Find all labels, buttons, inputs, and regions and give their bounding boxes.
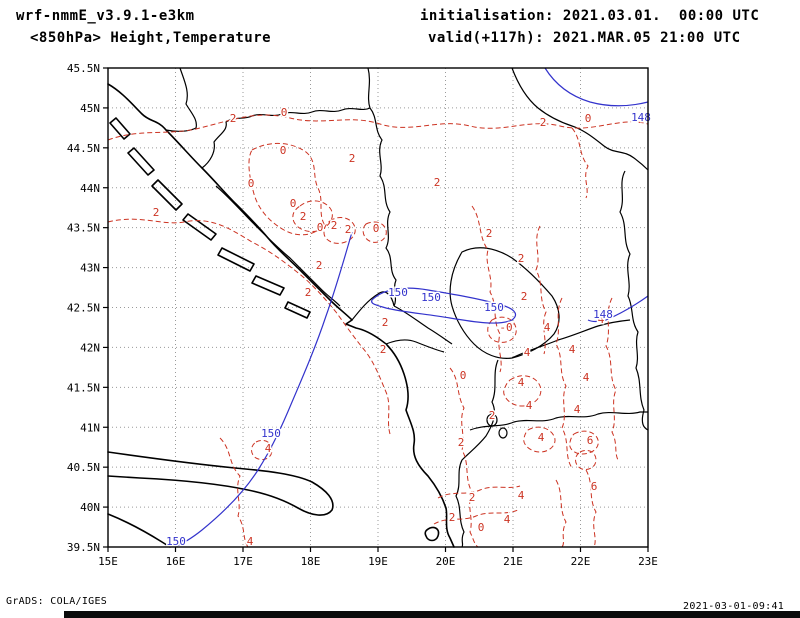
temperature-contour-label: 2: [382, 316, 389, 329]
lat-tick-label: 44N: [80, 182, 100, 195]
temperature-contour-label: 2: [458, 436, 465, 449]
temperature-contour-label: 2: [300, 210, 307, 223]
lat-tick-label: 40N: [80, 501, 100, 514]
height-contour-label: 148: [593, 308, 613, 321]
temperature-contour-label: 0: [460, 369, 467, 382]
lon-tick-label: 18E: [301, 555, 321, 568]
temperature-contour-label: 4: [583, 371, 590, 384]
lat-tick-label: 39.5N: [67, 541, 100, 554]
temperature-contour-label: 2: [331, 219, 338, 232]
valid-time: valid(+117h): 2021.MAR.05 21:00 UTC: [428, 30, 741, 46]
temperature-contour-label: 2: [153, 206, 160, 219]
temperature-contour-label: 4: [504, 513, 511, 526]
temperature-contour-label: 6: [587, 434, 594, 447]
temperature-contour-label: 2: [469, 491, 476, 504]
lon-tick-label: 17E: [233, 555, 253, 568]
temperature-contour-label: 4: [598, 313, 605, 326]
lon-tick-label: 22E: [571, 555, 591, 568]
temperature-contour-label: 0: [248, 177, 255, 190]
lat-tick-label: 42N: [80, 341, 100, 354]
temperature-contour-label: 4: [518, 376, 525, 389]
country-borders: [165, 67, 649, 548]
height-contour-label: 150: [484, 301, 504, 314]
temperature-contour-label: 4: [247, 535, 254, 548]
temperature-contour-label: 4: [524, 346, 531, 359]
grads-credit: GrADS: COLA/IGES: [6, 596, 108, 607]
temperature-contour-label: 2: [518, 252, 525, 265]
temperature-contour-label: 4: [574, 403, 581, 416]
lon-tick-label: 23E: [638, 555, 658, 568]
temperature-contour-label: 2: [349, 152, 356, 165]
lat-tick-label: 43.5N: [67, 222, 100, 235]
axis-labels: 15E 16E 17E 18E 19E 20E 21E 22E 23E 45.5N 45N 44.5N…: [67, 62, 658, 568]
temperature-contour-label: 2: [316, 259, 323, 272]
temperature-contour-label: 2: [434, 176, 441, 189]
height-contour-label: 150: [166, 535, 186, 548]
temperature-contour-label: -0: [499, 321, 512, 334]
field-title: <850hPa> Height,Temperature: [30, 30, 272, 46]
bottom-edge-bar: [64, 611, 800, 618]
latlon-grid: [108, 68, 648, 547]
temperature-contour-label: 4: [265, 442, 272, 455]
height-contour-label: 150: [388, 286, 408, 299]
lat-tick-label: 44.5N: [67, 142, 100, 155]
height-contour-label: 150: [421, 291, 441, 304]
lon-tick-label: 21E: [503, 555, 523, 568]
temperature-contour-label: 0: [290, 197, 297, 210]
temperature-contour-label: 4: [569, 343, 576, 356]
lat-tick-label: 41.5N: [67, 381, 100, 394]
temperature-contour-label: 4: [538, 431, 545, 444]
temperature-contour-label: 2: [230, 112, 237, 125]
coastlines: [107, 83, 455, 548]
temperature-contour-label: 2: [345, 223, 352, 236]
lat-tick-label: 45.5N: [67, 62, 100, 75]
temperature-contour-label: 0: [373, 222, 380, 235]
temperature-contour-label: 2: [449, 511, 456, 524]
init-time: initialisation: 2021.03.01. 00:00 UTC: [420, 8, 760, 24]
model-title: wrf-nmmE_v3.9.1-e3km: [16, 8, 195, 24]
temperature-contour-label: 4: [526, 399, 533, 412]
temperature-contour-label: 2: [486, 227, 493, 240]
temperature-contour-label: 0: [281, 106, 288, 119]
temperature-contour-label: 2: [521, 290, 528, 303]
temperature-contours: [107, 114, 649, 548]
lat-tick-label: 41N: [80, 421, 100, 434]
lat-tick-label: 43N: [80, 262, 100, 275]
temperature-contour-label: 2: [380, 343, 387, 356]
lon-tick-label: 16E: [166, 555, 186, 568]
lat-tick-label: 42.5N: [67, 302, 100, 315]
temperature-contour-label: 2: [540, 116, 547, 129]
lat-tick-label: 45N: [80, 102, 100, 115]
temperature-contour-label: 0: [317, 221, 324, 234]
temperature-contour-label: 4: [544, 321, 551, 334]
temperature-contour-label: 0: [478, 521, 485, 534]
lon-tick-label: 19E: [368, 555, 388, 568]
temperature-contour-label: 0: [280, 144, 287, 157]
height-contour-label: 150: [261, 427, 281, 440]
creation-timestamp: 2021-03-01-09:41: [683, 601, 785, 612]
map-frame: [107, 67, 649, 548]
temperature-contour-label: 2: [305, 286, 312, 299]
lon-tick-label: 20E: [436, 555, 456, 568]
height-contours: [173, 67, 649, 548]
temperature-contour-label: 0: [585, 112, 592, 125]
lon-tick-label: 15E: [98, 555, 118, 568]
lat-tick-label: 40.5N: [67, 461, 100, 474]
height-contour-label: 148: [631, 111, 651, 124]
temperature-contour-label: 6: [591, 480, 598, 493]
temperature-contour-label: 4: [518, 489, 525, 502]
temperature-contour-label: 2: [489, 409, 496, 422]
